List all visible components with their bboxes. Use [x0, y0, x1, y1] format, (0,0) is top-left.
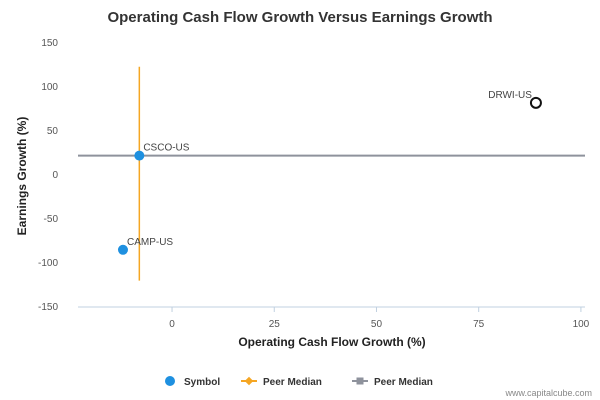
x-tick-label: 75 — [473, 319, 485, 330]
data-points: CSCO-US CAMP-US DRWI-US — [117, 90, 542, 255]
y-tick-label: -100 — [38, 258, 58, 269]
legend-item[interactable]: Peer Median — [352, 377, 433, 388]
legend-label: Peer Median — [374, 377, 433, 388]
x-tick-label: 100 — [573, 319, 590, 330]
point-csco-us — [134, 150, 145, 161]
y-tick-labels: 150 100 50 0 -50 -100 -150 — [38, 38, 58, 313]
y-tick-label: 150 — [41, 38, 58, 49]
point-label-csco-us: CSCO-US — [143, 143, 189, 154]
legend-item[interactable]: Peer Median — [241, 376, 322, 388]
y-tick-label: 100 — [41, 82, 58, 93]
point-label-camp-us: CAMP-US — [127, 237, 173, 248]
y-tick-label: 50 — [47, 126, 59, 137]
legend: Symbol Peer Median Peer Median — [165, 376, 433, 388]
y-tick-label: -150 — [38, 302, 58, 313]
legend-diamond-icon — [244, 376, 254, 386]
legend-item[interactable]: Symbol — [165, 376, 220, 388]
legend-square-icon — [356, 377, 364, 385]
legend-dot-icon — [165, 376, 175, 386]
point-drwi-us — [529, 96, 542, 109]
y-tick-label: 0 — [52, 170, 58, 181]
x-tick-label: 0 — [169, 319, 175, 330]
y-tick-label: -50 — [44, 214, 59, 225]
x-tick-label: 50 — [371, 319, 383, 330]
point-label-drwi-us: DRWI-US — [488, 90, 532, 101]
x-tick-label: 25 — [269, 319, 281, 330]
legend-label: Symbol — [184, 377, 220, 388]
point-camp-us — [117, 244, 128, 255]
x-axis-title: Operating Cash Flow Growth (%) — [238, 335, 425, 349]
y-axis-title: Earnings Growth (%) — [15, 117, 29, 236]
legend-label: Peer Median — [263, 377, 322, 388]
chart-title: Operating Cash Flow Growth Versus Earnin… — [107, 9, 492, 26]
x-tick-labels: 0 25 50 75 100 — [169, 307, 590, 330]
watermark-text: www.capitalcube.com — [504, 388, 592, 398]
